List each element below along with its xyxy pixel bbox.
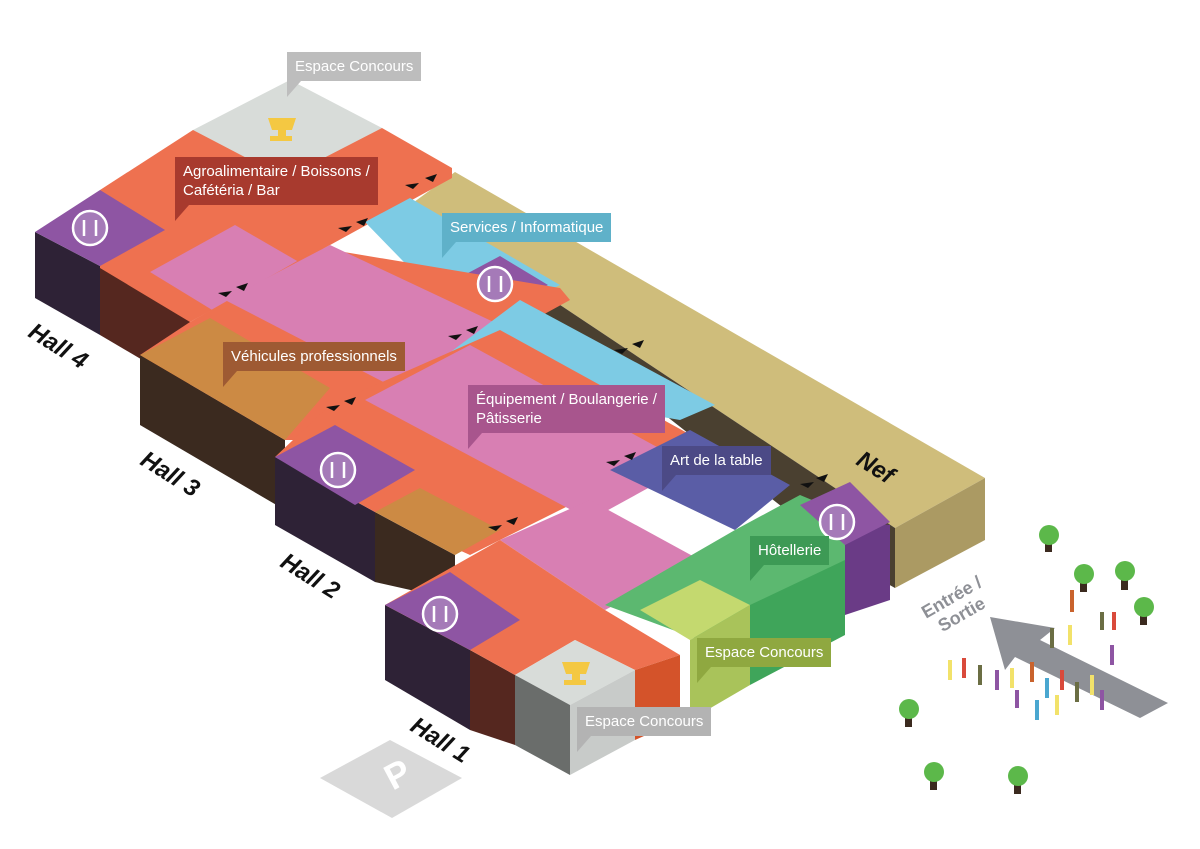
trophy-icon (562, 662, 590, 685)
tree-icon (899, 699, 919, 727)
parking-icon: P (320, 740, 462, 818)
door-arrows-icon (614, 340, 644, 354)
restaurant-icon (476, 265, 514, 303)
tree-icon (1115, 561, 1135, 590)
trees (899, 525, 1154, 794)
restaurant-icon (71, 209, 109, 247)
tree-icon (1134, 597, 1154, 625)
label-text: Espace Concours (585, 713, 704, 730)
entrance-arrow (990, 617, 1168, 718)
tree-icon (1008, 766, 1028, 794)
door-arrows-icon (606, 452, 636, 466)
label-services: Services / Informatique (442, 213, 612, 258)
label-espace-concours-top: Espace Concours (287, 52, 422, 97)
label-hotellerie: Hôtellerie (750, 536, 830, 581)
door-arrows-icon (448, 326, 478, 340)
label-text: Services / Informatique (450, 219, 604, 236)
label-text: Cafétéria / Bar (183, 182, 280, 199)
door-arrows-icon (488, 517, 518, 531)
door-arrows-icon (800, 474, 828, 488)
label-text: Pâtisserie (476, 410, 542, 427)
label-text: Art de la table (670, 452, 763, 469)
door-arrows (218, 174, 828, 531)
trophy-icon (268, 118, 296, 141)
label-text: Véhicules professionnels (231, 348, 397, 365)
restaurant-icons (71, 209, 856, 633)
espace-concours-area-right (640, 580, 750, 640)
label-vehicules: Véhicules professionnels (223, 342, 405, 387)
label-espace-concours-right: Espace Concours (697, 638, 832, 683)
tree-icon (924, 762, 944, 790)
restaurant-icon (319, 451, 357, 489)
label-equipement: Équipement / Boulangerie / Pâtisserie (468, 385, 665, 449)
tree-icon (1074, 564, 1094, 592)
trophy-icons (268, 118, 590, 685)
label-text: Espace Concours (705, 644, 824, 661)
door-arrows-icon (218, 283, 248, 297)
label-art-table: Art de la table (662, 446, 771, 491)
door-arrows-icon (326, 397, 356, 411)
label-text: Équipement / Boulangerie / (476, 391, 657, 408)
art-table-area (610, 430, 790, 530)
label-text: Espace Concours (295, 58, 414, 75)
door-arrows-icon (338, 218, 368, 232)
label-text: Hôtellerie (758, 542, 822, 559)
label-text: Agroalimentaire / Boissons / (183, 163, 370, 180)
restaurant-icon (818, 503, 856, 541)
label-espace-concours-bottom: Espace Concours (577, 707, 712, 752)
label-agroalimentaire: Agroalimentaire / Boissons / Cafétéria / … (175, 157, 378, 221)
tree-icon (1039, 525, 1059, 552)
restaurant-icon (421, 595, 459, 633)
door-arrows-icon (405, 174, 437, 189)
crowd (948, 590, 1116, 720)
